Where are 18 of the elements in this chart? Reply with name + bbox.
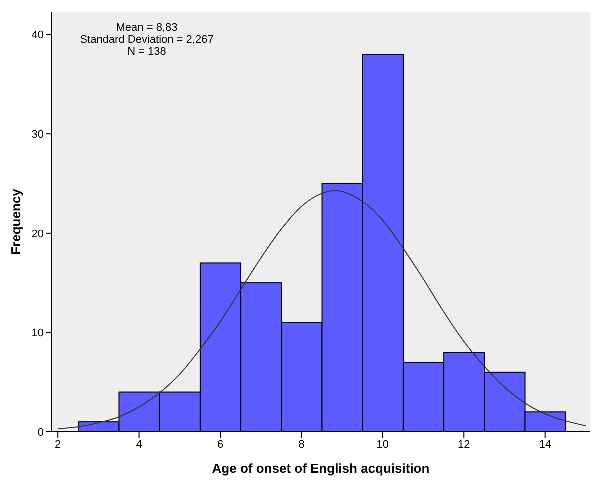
y-tick-label: 40 — [32, 30, 44, 42]
annotation: Standard Deviation = 2,267 — [79, 34, 215, 46]
y-tick-label: 10 — [32, 328, 44, 340]
x-tick-label: 2 — [55, 438, 62, 451]
annotation: Mean = 8,83 — [115, 22, 179, 34]
y-tick-label: 30 — [32, 129, 44, 142]
x-tick-label: 10 — [376, 438, 390, 451]
x-tick-label: 4 — [136, 438, 142, 451]
x-axis-title: Age of onset of English acquisition — [211, 461, 431, 476]
line-series — [58, 190, 586, 430]
annotation: N = 138 — [126, 46, 168, 58]
x-tick-label: 12 — [458, 438, 470, 451]
x-tick-label: 6 — [217, 438, 224, 451]
y-tick-label: 20 — [32, 228, 44, 240]
x-tick-label: 14 — [539, 438, 552, 451]
y-tick-label: 0 — [38, 426, 44, 439]
x-tick-label: 8 — [298, 438, 305, 451]
y-axis-title: Frequency — [8, 188, 24, 255]
